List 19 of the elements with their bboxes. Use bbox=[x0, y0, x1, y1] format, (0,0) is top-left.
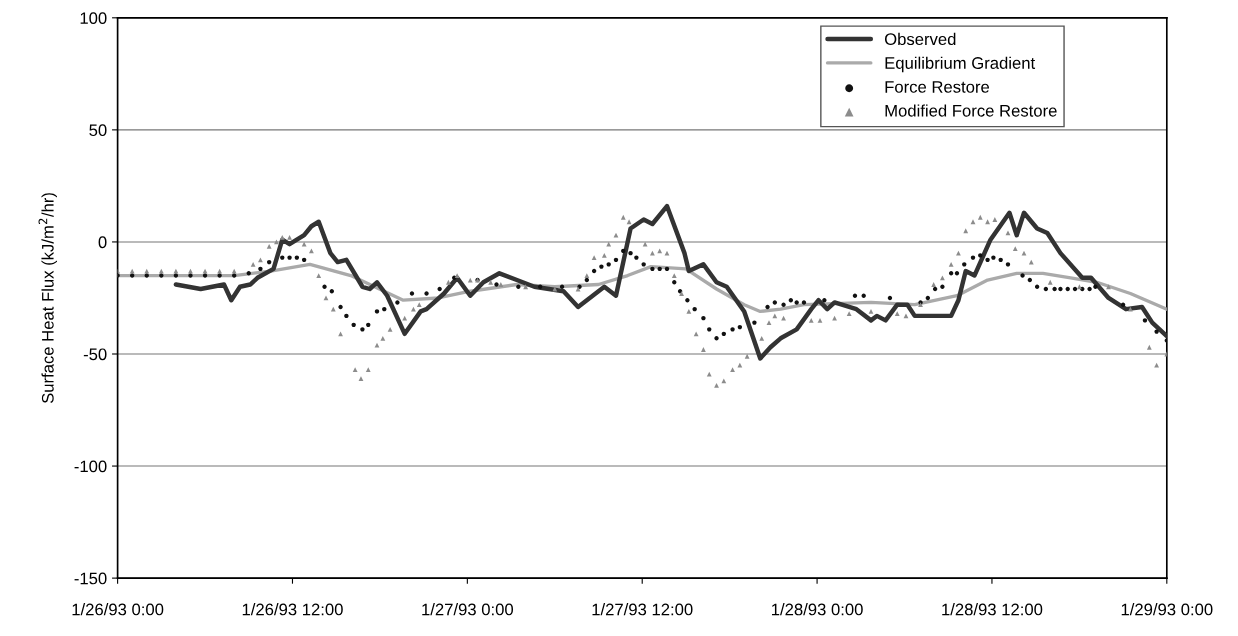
legend-label: Force Restore bbox=[885, 81, 990, 93]
x-tick-label: 1/27/93 0:00 bbox=[422, 603, 514, 616]
line-series bbox=[173, 203, 1167, 361]
legend-label: Modified Force Restore bbox=[885, 104, 1057, 117]
x-tick-label: 1/26/93 12:00 bbox=[242, 603, 343, 616]
x-tick-label: 1/28/93 12:00 bbox=[942, 603, 1043, 616]
x-tick-label: 1/26/93 0:00 bbox=[72, 603, 164, 616]
y-tick-label: 50 bbox=[89, 124, 107, 137]
y-tick-label: 100 bbox=[80, 12, 107, 25]
legend-label: Observed bbox=[884, 32, 956, 46]
y-axis-title: Surface Heat Flux (kJ/m$^{2}$/hr) bbox=[38, 193, 57, 404]
y-tick-label: 0 bbox=[98, 236, 107, 249]
legend-label: Equilibrium Gradient bbox=[885, 56, 1036, 73]
x-tick-label: 1/28/93 0:00 bbox=[772, 603, 863, 616]
y-tick-label: -50 bbox=[83, 348, 107, 361]
x-tick-label: 1/29/93 0:00 bbox=[1121, 603, 1213, 616]
y-tick-label: -150 bbox=[74, 572, 107, 585]
y-tick-label: -100 bbox=[74, 460, 107, 473]
x-tick-label: 1/27/93 12:00 bbox=[592, 603, 693, 616]
